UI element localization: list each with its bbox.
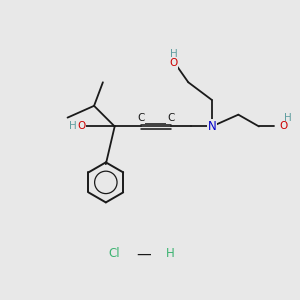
Text: H: H [170, 49, 177, 59]
Text: O: O [169, 58, 178, 68]
Text: H: H [166, 247, 175, 260]
Text: C: C [167, 113, 174, 123]
Text: —: — [137, 247, 152, 262]
Text: Cl: Cl [109, 247, 121, 260]
Text: O: O [280, 122, 288, 131]
Text: H: H [284, 113, 292, 123]
Text: H: H [69, 122, 77, 131]
Text: N: N [208, 120, 216, 133]
Text: O: O [78, 122, 86, 131]
Text: C: C [137, 113, 145, 123]
